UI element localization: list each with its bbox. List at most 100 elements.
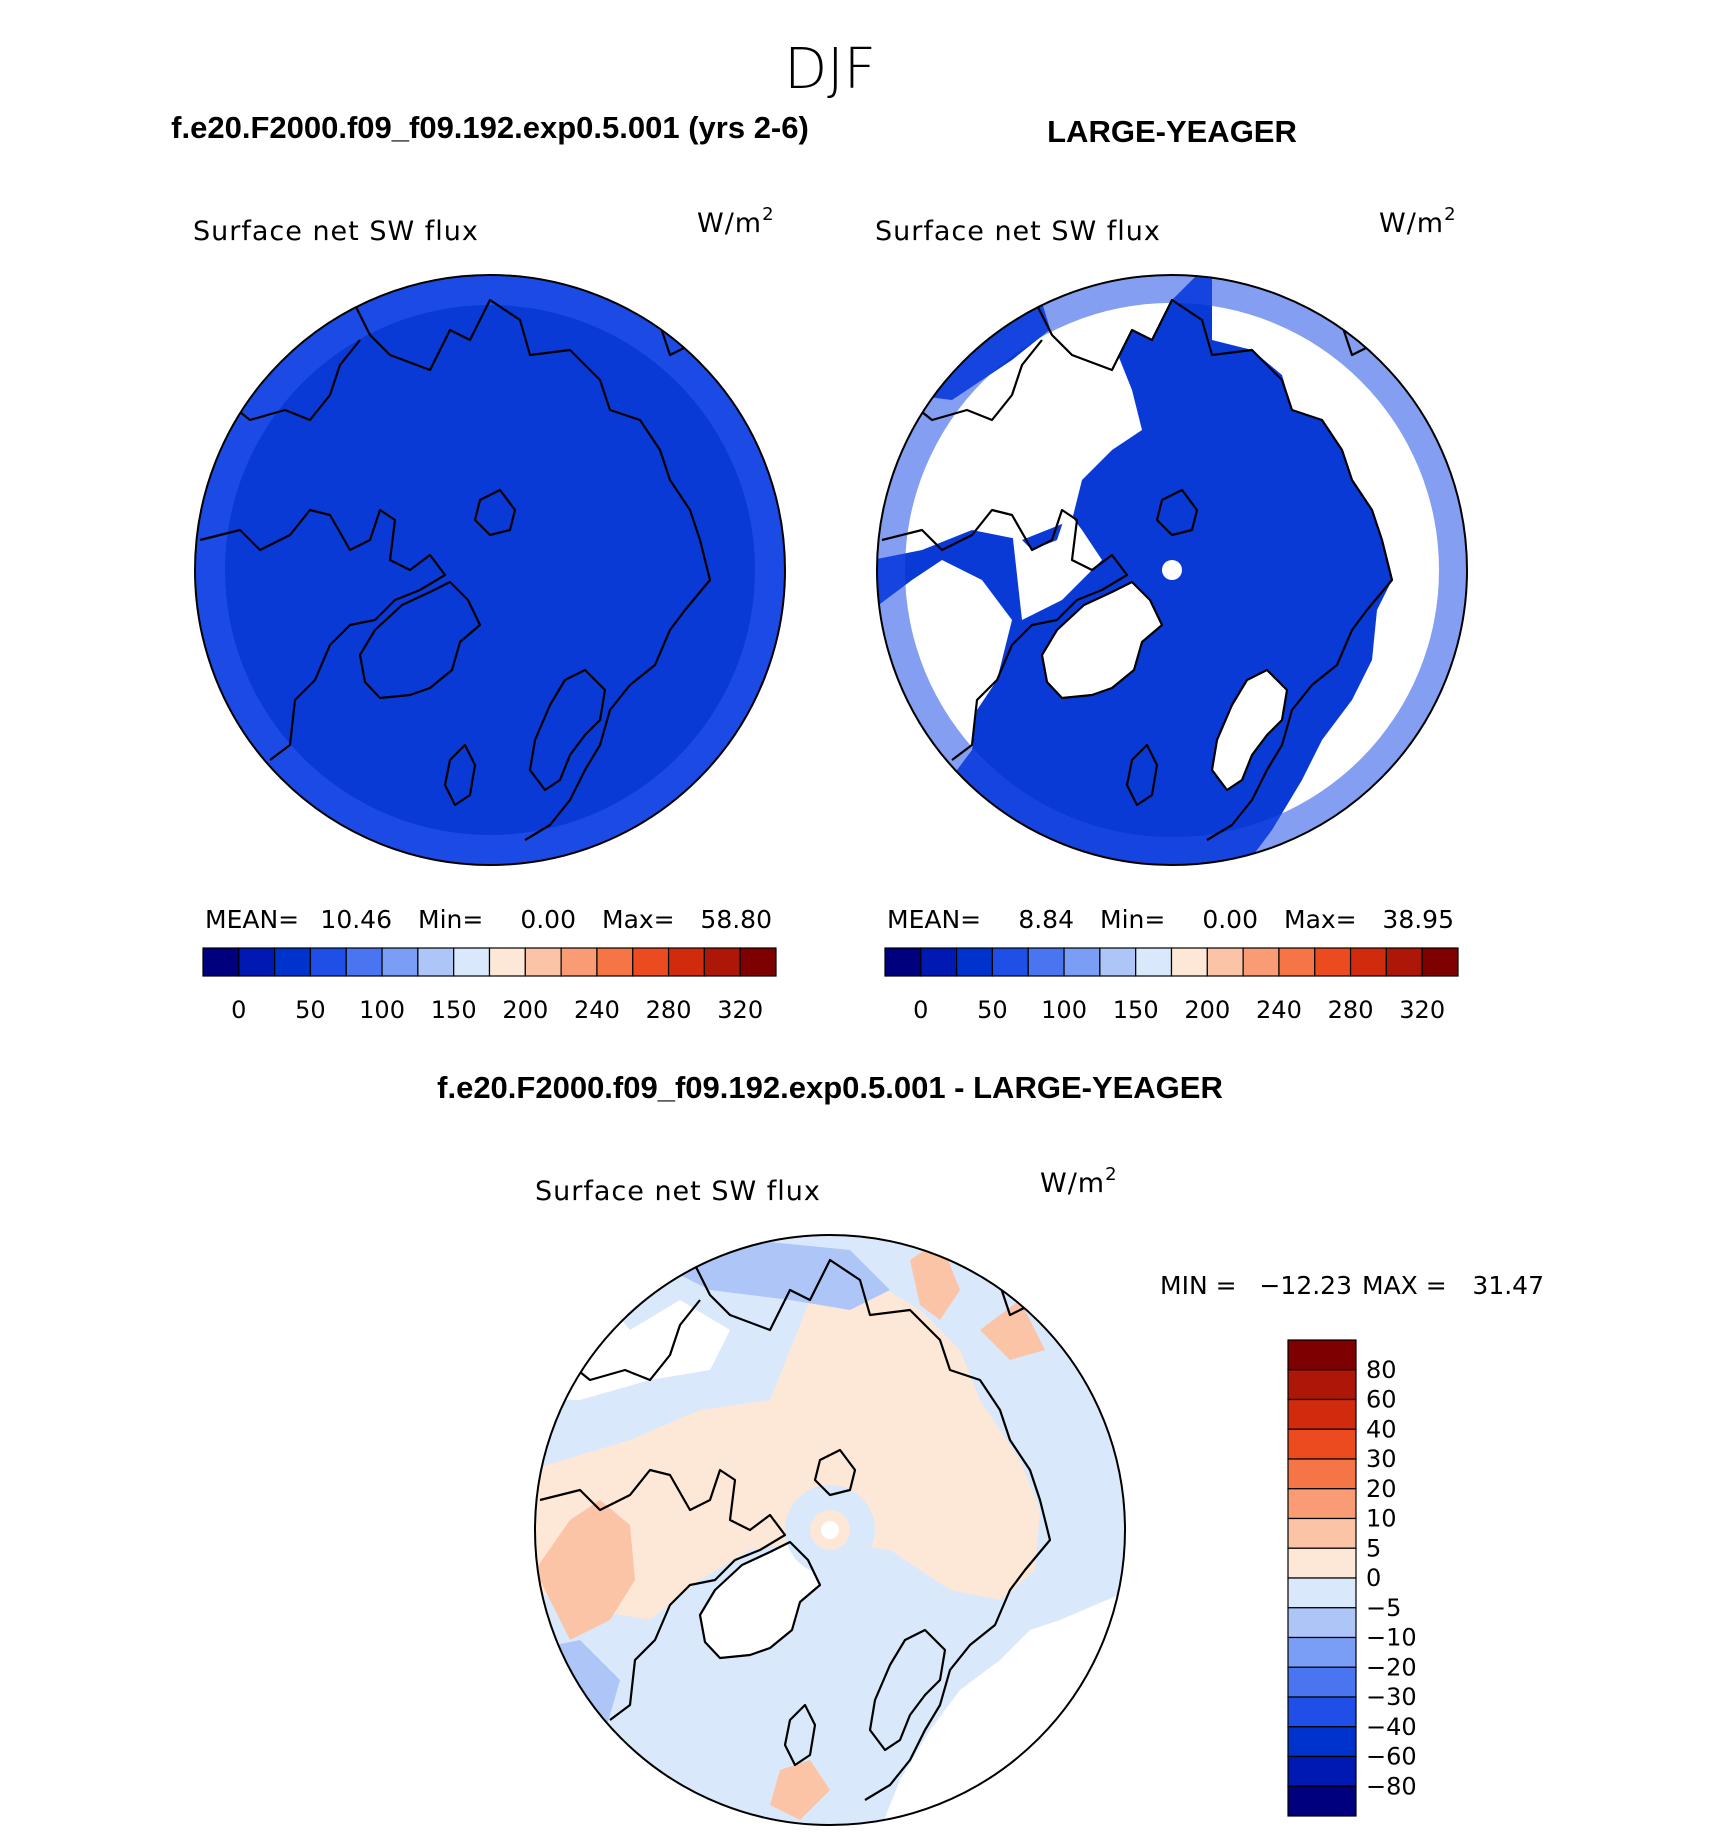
- colorbar-swatch: [309, 947, 347, 977]
- colorbar-swatch: [1063, 947, 1101, 977]
- colorbar-swatch: [991, 947, 1029, 977]
- colorbar-tick-label: 10: [1366, 1505, 1397, 1533]
- colorbar-swatch: [1287, 1428, 1357, 1460]
- colorbar-tick-label: 150: [431, 996, 477, 1024]
- colorbar-tick-label: 100: [1041, 996, 1087, 1024]
- colorbar-tick-label: 240: [574, 996, 620, 1024]
- colorbar-swatch: [1287, 1666, 1357, 1698]
- map-boundary: [876, 274, 1468, 866]
- colorbar-tick-label: −10: [1366, 1624, 1417, 1652]
- panel-title: LARGE-YEAGER: [1047, 114, 1297, 149]
- colorbar-swatch: [524, 947, 562, 977]
- min-value: 0.00: [1202, 905, 1258, 934]
- stats-row: MEAN= 8.84 Min= 0.00 Max= 38.95: [887, 905, 1454, 934]
- max-label: Max=: [602, 905, 675, 934]
- mean-label: MEAN=: [205, 905, 299, 934]
- colorbar-swatch: [560, 947, 598, 977]
- max-value: 38.95: [1382, 905, 1454, 934]
- colorbar-tick-label: 50: [977, 996, 1008, 1024]
- colorbar-swatch: [1242, 947, 1280, 977]
- colorbar-tick-label: 80: [1366, 1356, 1397, 1384]
- colorbar-swatch: [920, 947, 958, 977]
- colorbar-tick-label: 280: [646, 996, 692, 1024]
- min-label: MIN =: [1160, 1271, 1237, 1300]
- colorbar-tick-label: 20: [1366, 1475, 1397, 1503]
- colorbar-swatch: [1287, 1488, 1357, 1520]
- colorbar-swatch: [1314, 947, 1352, 977]
- colorbar-tick-label: 0: [913, 996, 928, 1024]
- map-field: [195, 275, 785, 865]
- colorbar-swatch: [417, 947, 455, 977]
- min-label: Min=: [418, 905, 483, 934]
- season-title: DJF: [784, 37, 876, 102]
- colorbar-tick-label: −5: [1366, 1594, 1401, 1622]
- colorbar-tick-label: 280: [1328, 996, 1374, 1024]
- colorbar-swatch: [1287, 1547, 1357, 1579]
- colorbar-tick-label: 0: [1366, 1564, 1381, 1592]
- panel-obs: LARGE-YEAGER Surface net SW flux W/m2: [875, 114, 1468, 1024]
- colorbar-swatch: [1287, 1458, 1357, 1490]
- min-value: 0.00: [520, 905, 576, 934]
- colorbar-swatch: [1287, 1696, 1357, 1728]
- colorbar-tick-label: 0: [231, 996, 246, 1024]
- colorbar-swatch: [1287, 1726, 1357, 1758]
- colorbar-swatch: [1287, 1636, 1357, 1668]
- colorbar-swatch: [1027, 947, 1065, 977]
- variable-label: Surface net SW flux: [875, 216, 1161, 247]
- colorbar-swatch: [1206, 947, 1244, 977]
- colorbar-swatch: [1287, 1517, 1357, 1549]
- colorbar-swatch: [1385, 947, 1423, 977]
- colorbar-swatch: [1099, 947, 1137, 977]
- min-label: Min=: [1100, 905, 1165, 934]
- colorbar: 0 50 100 150 200 240 280 320: [202, 947, 777, 1024]
- colorbar-swatch: [1287, 1369, 1357, 1401]
- max-value: 31.47: [1472, 1271, 1544, 1300]
- colorbar-tick-label: 240: [1256, 996, 1302, 1024]
- panel-title: f.e20.F2000.f09_f09.192.exp0.5.001 (yrs …: [171, 110, 809, 145]
- colorbar-swatch: [1349, 947, 1387, 977]
- map-boundary: [534, 1234, 1126, 1826]
- colorbar-swatch: [703, 947, 741, 977]
- colorbar-swatch: [1287, 1607, 1357, 1639]
- colorbar-tick-label: 320: [717, 996, 763, 1024]
- colorbar-swatch: [632, 947, 670, 977]
- stats-row: MEAN= 10.46 Min= 0.00 Max= 58.80: [205, 905, 772, 934]
- map-boundary: [194, 274, 786, 866]
- variable-label: Surface net SW flux: [193, 216, 479, 247]
- units-label: W/m2: [1040, 1164, 1118, 1199]
- colorbar-swatch: [1287, 1577, 1357, 1609]
- colorbar-swatch: [381, 947, 419, 977]
- colorbar-swatch: [274, 947, 312, 977]
- colorbar-swatch: [1287, 1785, 1357, 1817]
- colorbar-swatch: [596, 947, 634, 977]
- colorbar: 0 50 100 150 200 240 280 320: [884, 947, 1459, 1024]
- panel-title: f.e20.F2000.f09_f09.192.exp0.5.001 - LAR…: [437, 1070, 1223, 1105]
- colorbar-tick-label: 100: [359, 996, 405, 1024]
- colorbar-tick-label: 60: [1366, 1386, 1397, 1414]
- max-label: Max=: [1284, 905, 1357, 934]
- colorbar-tick-label: −80: [1366, 1772, 1417, 1800]
- colorbar-swatch: [1421, 947, 1459, 977]
- colorbar-swatch: [238, 947, 276, 977]
- colorbar-tick-label: 40: [1366, 1415, 1397, 1443]
- panel-difference: f.e20.F2000.f09_f09.192.exp0.5.001 - LAR…: [437, 1070, 1544, 1826]
- polar-map: [535, 1235, 1125, 1825]
- colorbar-swatch: [1287, 1398, 1357, 1430]
- colorbar-swatch: [884, 947, 922, 977]
- colorbar-tick-label: −60: [1366, 1743, 1417, 1771]
- colorbar-swatch: [1287, 1755, 1357, 1787]
- mean-value: 8.84: [1018, 905, 1074, 934]
- min-value: −12.23: [1259, 1271, 1352, 1300]
- colorbar-swatch: [1287, 1339, 1357, 1371]
- colorbar-tick-label: 200: [502, 996, 548, 1024]
- stats-row: MIN = −12.23 MAX = 31.47: [1160, 1271, 1544, 1300]
- colorbar-swatch: [739, 947, 777, 977]
- variable-label: Surface net SW flux: [535, 1176, 821, 1207]
- mean-value: 10.46: [320, 905, 392, 934]
- colorbar-tick-label: 150: [1113, 996, 1159, 1024]
- colorbar-swatch: [667, 947, 705, 977]
- colorbar-swatch: [956, 947, 994, 977]
- colorbar-tick-label: −20: [1366, 1653, 1417, 1681]
